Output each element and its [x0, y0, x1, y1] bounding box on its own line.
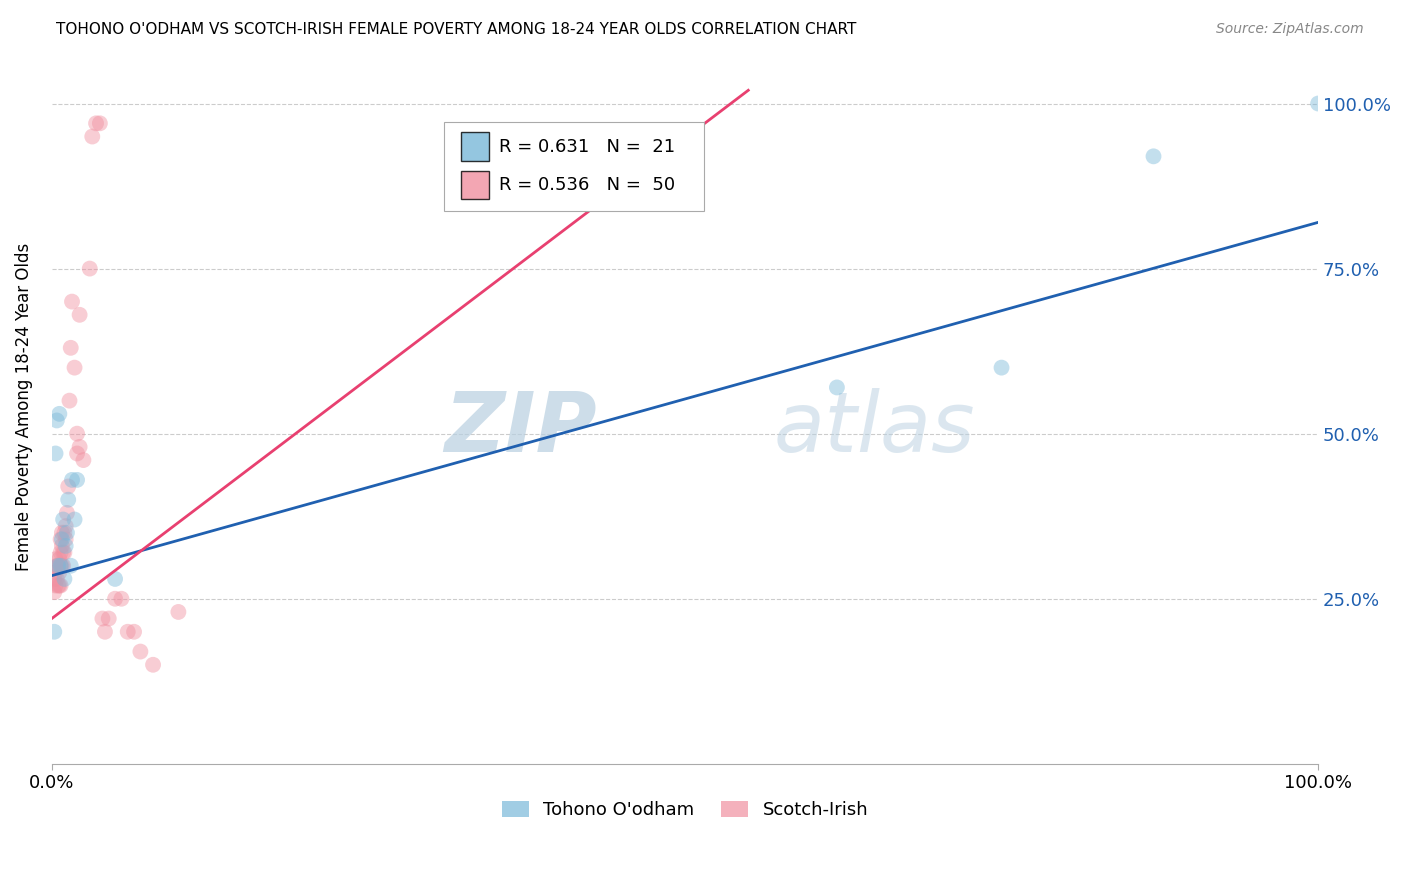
Point — [44, 624, 66, 639]
Point — [51, 539, 73, 553]
Point — [104, 572, 127, 586]
Point — [48, 566, 70, 580]
Point — [45, 552, 67, 566]
Point — [117, 624, 139, 639]
Point — [48, 407, 70, 421]
Point — [58, 393, 80, 408]
Point — [44, 585, 66, 599]
Point — [46, 558, 69, 573]
Text: ZIP: ZIP — [444, 388, 596, 469]
Point — [45, 572, 67, 586]
Point — [91, 611, 114, 625]
Point — [63, 512, 86, 526]
Point — [49, 545, 72, 559]
Text: R = 0.631   N =  21: R = 0.631 N = 21 — [499, 137, 675, 155]
Point — [69, 440, 91, 454]
Point — [129, 644, 152, 658]
Point — [51, 558, 73, 573]
Point — [55, 533, 77, 547]
Point — [94, 624, 117, 639]
Point — [45, 578, 67, 592]
Point — [51, 525, 73, 540]
Point — [55, 539, 77, 553]
Point — [51, 533, 73, 547]
Point — [44, 572, 66, 586]
Point — [58, 492, 80, 507]
Y-axis label: Female Poverty Among 18-24 Year Olds: Female Poverty Among 18-24 Year Olds — [15, 244, 32, 572]
Point — [1142, 149, 1164, 163]
Point — [60, 473, 83, 487]
Point — [167, 605, 190, 619]
Point — [52, 545, 75, 559]
Point — [104, 591, 127, 606]
Point — [46, 578, 69, 592]
Point — [53, 545, 76, 559]
Point — [46, 558, 69, 573]
Text: atlas: atlas — [773, 388, 976, 469]
Text: Source: ZipAtlas.com: Source: ZipAtlas.com — [1216, 22, 1364, 37]
Text: R = 0.536   N =  50: R = 0.536 N = 50 — [499, 176, 675, 194]
Point — [58, 479, 80, 493]
Point — [66, 473, 89, 487]
Point — [990, 360, 1012, 375]
Point — [825, 380, 848, 394]
FancyBboxPatch shape — [461, 171, 489, 200]
Point — [82, 129, 104, 144]
Point — [60, 294, 83, 309]
Point — [56, 525, 79, 540]
Point — [48, 552, 70, 566]
Point — [52, 512, 75, 526]
Point — [1308, 96, 1330, 111]
Point — [48, 578, 70, 592]
Point — [56, 506, 79, 520]
FancyBboxPatch shape — [461, 132, 489, 161]
Point — [52, 558, 75, 573]
Point — [72, 453, 94, 467]
Point — [66, 446, 89, 460]
Point — [49, 558, 72, 573]
Point — [53, 525, 76, 540]
Point — [142, 657, 165, 672]
Point — [55, 519, 77, 533]
Point — [49, 578, 72, 592]
Point — [69, 308, 91, 322]
Point — [49, 558, 72, 573]
Point — [49, 533, 72, 547]
Point — [45, 446, 67, 460]
Point — [59, 558, 82, 573]
Point — [79, 261, 101, 276]
Point — [63, 360, 86, 375]
Point — [66, 426, 89, 441]
Legend: Tohono O'odham, Scotch-Irish: Tohono O'odham, Scotch-Irish — [495, 793, 876, 826]
Point — [53, 572, 76, 586]
Point — [45, 558, 67, 573]
Point — [59, 341, 82, 355]
Point — [89, 116, 111, 130]
Point — [97, 611, 120, 625]
Text: TOHONO O'ODHAM VS SCOTCH-IRISH FEMALE POVERTY AMONG 18-24 YEAR OLDS CORRELATION : TOHONO O'ODHAM VS SCOTCH-IRISH FEMALE PO… — [56, 22, 856, 37]
Point — [110, 591, 132, 606]
Point — [45, 413, 67, 427]
Point — [122, 624, 145, 639]
Point — [45, 566, 67, 580]
Point — [84, 116, 107, 130]
FancyBboxPatch shape — [444, 122, 704, 211]
